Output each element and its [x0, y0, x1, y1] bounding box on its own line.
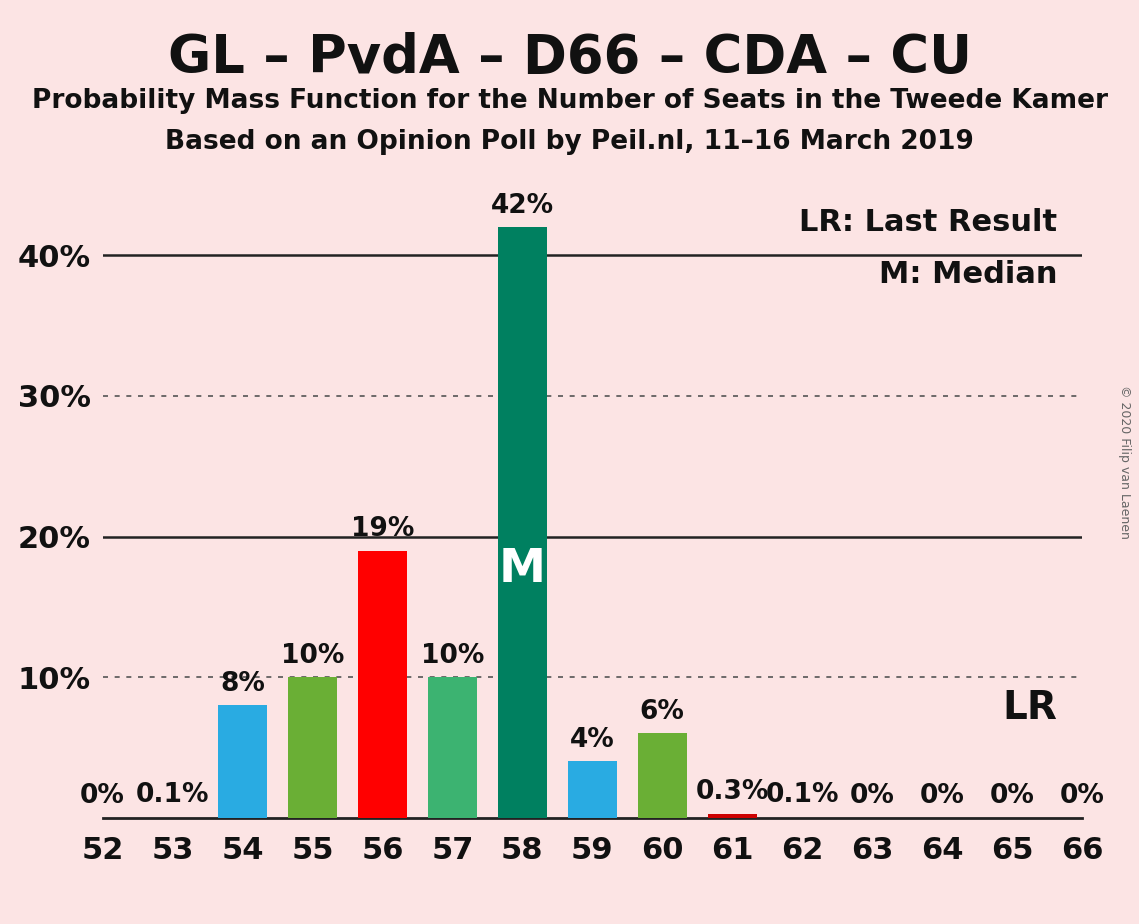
Text: M: Median: M: Median	[879, 260, 1057, 289]
Text: GL – PvdA – D66 – CDA – CU: GL – PvdA – D66 – CDA – CU	[167, 32, 972, 84]
Bar	[567, 761, 616, 818]
Bar	[707, 813, 756, 818]
Text: 19%: 19%	[351, 517, 415, 542]
Bar	[638, 734, 687, 818]
Bar	[498, 227, 547, 818]
Text: 42%: 42%	[491, 193, 554, 219]
Text: 4%: 4%	[570, 727, 615, 753]
Bar	[218, 705, 267, 818]
Text: © 2020 Filip van Laenen: © 2020 Filip van Laenen	[1118, 385, 1131, 539]
Text: 8%: 8%	[220, 671, 265, 697]
Text: 10%: 10%	[420, 643, 484, 669]
Text: 0.1%: 0.1%	[765, 782, 839, 808]
Bar	[288, 677, 337, 818]
Text: M: M	[499, 547, 546, 592]
Text: LR: Last Result: LR: Last Result	[800, 208, 1057, 237]
Text: Probability Mass Function for the Number of Seats in the Tweede Kamer: Probability Mass Function for the Number…	[32, 88, 1107, 114]
Bar	[428, 677, 477, 818]
Text: 0%: 0%	[1059, 784, 1105, 809]
Text: 0.1%: 0.1%	[136, 782, 210, 808]
Text: 0%: 0%	[990, 784, 1034, 809]
Text: 10%: 10%	[280, 643, 344, 669]
Text: Based on an Opinion Poll by Peil.nl, 11–16 March 2019: Based on an Opinion Poll by Peil.nl, 11–…	[165, 129, 974, 155]
Text: 0.3%: 0.3%	[696, 779, 769, 805]
Bar	[358, 551, 407, 818]
Text: 6%: 6%	[640, 699, 685, 725]
Text: 0%: 0%	[850, 784, 894, 809]
Text: 0%: 0%	[919, 784, 965, 809]
Text: 0%: 0%	[80, 784, 125, 809]
Text: LR: LR	[1002, 688, 1057, 727]
